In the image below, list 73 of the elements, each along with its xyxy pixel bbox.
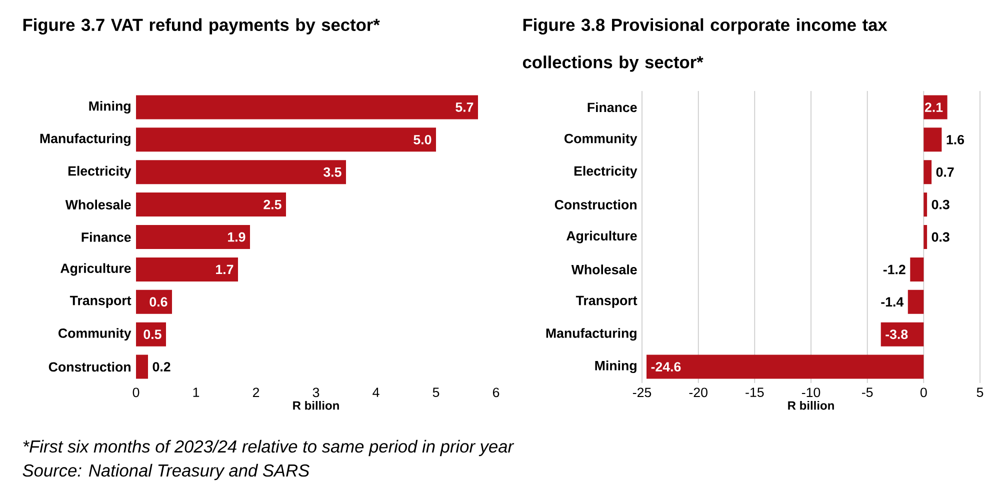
- y-tick-label: Wholesale: [571, 264, 637, 274]
- data-label: -24.6: [651, 362, 681, 372]
- data-label: -1.2: [883, 264, 906, 274]
- y-tick-label: Community: [564, 133, 638, 146]
- bar: [136, 192, 286, 217]
- source-note: Source: National Treasury and SARS: [22, 464, 310, 480]
- data-label: 1.9: [228, 232, 246, 242]
- bar: [136, 225, 250, 250]
- bar: [880, 322, 924, 346]
- data-label: 0.6: [150, 297, 168, 307]
- bar: [136, 354, 148, 379]
- x-tick-label: 0: [920, 388, 927, 398]
- x-tick-label: -25: [632, 388, 652, 398]
- data-label: 0.5: [144, 330, 162, 340]
- bar: [136, 257, 238, 282]
- y-tick-label: Finance: [82, 232, 131, 242]
- x-tick-label: -15: [746, 388, 764, 398]
- y-tick-label: Agriculture: [566, 230, 637, 244]
- text: *First six months of 2023/24 relative to same period in prior year: [23, 440, 514, 456]
- bar: [136, 95, 478, 120]
- y-tick-label: Construction: [554, 200, 636, 210]
- x-tick-label: 3: [312, 388, 320, 398]
- y-tick-label: Wholesale: [65, 200, 131, 210]
- y-tick-label: Community: [58, 328, 132, 341]
- y-tick-label: Finance: [588, 102, 637, 112]
- x-axis-title: R billion: [788, 400, 834, 410]
- bar: [924, 225, 928, 250]
- x-tick-label: 5: [976, 388, 984, 398]
- bar: [924, 128, 942, 152]
- data-label: 1.7: [216, 264, 234, 274]
- bar: [910, 257, 924, 282]
- y-tick-label: Construction: [48, 362, 130, 372]
- y-tick-label: Manufacturing: [40, 133, 130, 146]
- y-tick-label: Agriculture: [60, 263, 131, 276]
- data-label: 1.6: [946, 134, 964, 144]
- y-tick-label: Electricity: [574, 166, 638, 178]
- data-label: -3.8: [886, 330, 908, 340]
- data-label: 5.7: [456, 102, 474, 112]
- y-tick-label: Manufacturing: [546, 328, 636, 341]
- x-axis-title: R billion: [293, 400, 339, 410]
- y-tick-label: Mining: [595, 360, 636, 374]
- bar: [136, 290, 172, 314]
- data-label: 3.5: [324, 167, 342, 177]
- bar: [908, 290, 924, 314]
- x-tick-label: 4: [372, 388, 380, 397]
- x-tick-label: -5: [862, 388, 873, 398]
- bar: [136, 160, 346, 184]
- x-tick-label: 6: [492, 388, 500, 398]
- y-tick-label: Mining: [89, 100, 130, 114]
- data-label: 0.2: [152, 362, 170, 372]
- data-label: 0.3: [932, 200, 950, 210]
- bar: [136, 128, 436, 152]
- bar: [924, 160, 932, 184]
- y-tick-label: Transport: [576, 296, 638, 308]
- bar: [924, 192, 928, 217]
- y-tick-label: Transport: [70, 296, 132, 308]
- x-tick-label: -10: [802, 388, 820, 398]
- x-tick-label: -20: [689, 388, 708, 398]
- bar: [646, 354, 924, 379]
- data-label: 2.5: [264, 200, 282, 210]
- data-label: 0.7: [936, 167, 954, 177]
- chart-title: Figure 3.8 Provisional corporate income tax collections by sector*: [522, 18, 888, 72]
- x-tick-label: 5: [432, 388, 440, 398]
- y-tick-label: Electricity: [68, 166, 132, 178]
- x-tick-label: 1: [193, 388, 200, 397]
- x-tick-label: 0: [132, 388, 140, 398]
- chart-title: Figure 3.7 VAT refund payments by sector*: [23, 18, 380, 35]
- data-label: 5.0: [414, 134, 432, 144]
- bar: [924, 95, 948, 120]
- data-label: -1.4: [881, 297, 904, 306]
- x-tick-label: 2: [252, 388, 260, 398]
- data-label: 2.1: [924, 102, 943, 112]
- data-label: 0.3: [932, 232, 950, 242]
